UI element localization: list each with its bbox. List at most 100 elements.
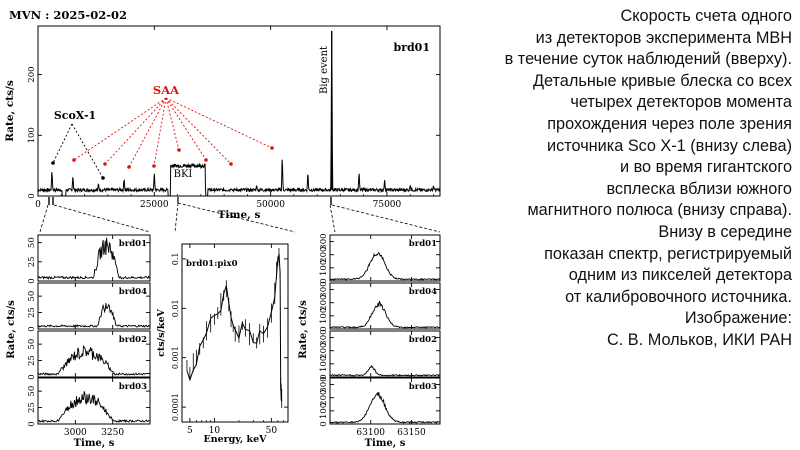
spectrum-y-label: cts/s/keV — [156, 308, 167, 356]
sco-detector-label: brd04 — [119, 287, 147, 297]
bigevent-detector-label: brd03 — [409, 382, 437, 392]
zoom-connector — [53, 204, 151, 233]
sco-y-tick-label: 0 — [27, 421, 37, 426]
sco-arrow — [71, 123, 104, 179]
sco-y-tick-label: 0 — [27, 374, 37, 379]
daily-y-tick-label: 200 — [27, 66, 37, 82]
caption-line: Внизу в середине — [658, 222, 792, 241]
saa-arrow — [165, 97, 207, 161]
spectrum-x-label: Energy, keV — [203, 434, 267, 445]
zoom-connector — [177, 202, 296, 233]
sco-panel-frame — [37, 234, 151, 282]
bigevent-y-tick-label: 100 — [319, 403, 329, 419]
bigevent-x-tick-label: 63150 — [397, 428, 426, 438]
saa-arrow — [165, 97, 180, 151]
sco-y-tick-label: 25 — [27, 402, 37, 413]
sco-y-tick-label: 25 — [27, 307, 37, 318]
zoom-connector — [329, 204, 336, 233]
daily-frame — [37, 25, 441, 197]
zoom-connector — [174, 202, 179, 233]
daily-x-tick-label: 25000 — [140, 200, 169, 210]
caption-line: четырех детекторов момента — [570, 93, 792, 112]
caption-line: от калибровочного источника. — [565, 287, 792, 306]
spectrum-y-tick-label: 0.01 — [171, 299, 180, 317]
bigevent-y-tick-label: 200 — [319, 247, 329, 263]
caption-line: Скорость счета одного — [620, 7, 792, 25]
saa-arrowhead — [127, 165, 131, 169]
bigevent-panel-frame — [329, 330, 441, 378]
bigevent-y-tick-label: 100 — [319, 356, 329, 372]
spectrum-frame — [181, 243, 289, 423]
sco-curve — [37, 391, 151, 424]
sco-y-tick-label: 50 — [27, 386, 37, 397]
bigevent-curve — [329, 391, 441, 424]
bigevent-y-tick-label: 200 — [319, 343, 329, 359]
bigevent-panel-frame — [329, 282, 441, 330]
bigevent-x-label: Time, s — [365, 438, 406, 449]
spectrum-y-tick-label: 0.001 — [171, 346, 180, 369]
caption-block: Скорость счета одного из детекторов эксп… — [440, 6, 792, 352]
bigevent-detector-label: brd04 — [409, 287, 437, 297]
saa-arrowhead — [229, 162, 233, 166]
caption-line: из детекторов эксперимента МВН — [535, 28, 792, 47]
daily-x-tick-label: 50000 — [256, 200, 285, 210]
saa-arrowhead — [177, 148, 181, 152]
caption-line: источника Sco X-1 (внизу слева) — [546, 136, 792, 155]
spectrum-y-tick-label: 0.0001 — [171, 393, 180, 421]
sco-arrowhead — [51, 161, 55, 165]
daily-y-tick-label: 0 — [27, 193, 37, 198]
bki-label: BKI — [174, 169, 193, 180]
caption-line: показан спектр, регистрируемый — [544, 244, 792, 263]
saa-arrow — [165, 97, 232, 165]
bigevent-y-tick-label: 0 — [319, 374, 329, 379]
saa-arrow — [73, 97, 167, 161]
sco-curve — [37, 237, 151, 280]
sco-arrowhead — [101, 176, 105, 180]
zoom-connector — [39, 204, 49, 233]
sco-detector-label: brd01 — [119, 239, 147, 249]
bigevent-curve — [329, 251, 441, 281]
bigevent-curve — [330, 364, 441, 377]
caption-line: одним из пикселей детектора — [568, 266, 792, 285]
daily-detector-label: brd01 — [394, 41, 431, 54]
saa-arrow — [165, 97, 273, 149]
big-event-label: Big event — [319, 46, 330, 94]
sco-detector-label: brd02 — [119, 335, 147, 345]
saa-arrowhead — [103, 162, 107, 166]
bigevent-x-tick-label: 63100 — [356, 428, 385, 438]
sco-detector-label: brd03 — [119, 382, 147, 392]
spectrum-detector-label: brd01:pix0 — [186, 259, 238, 269]
sco-panel-frame — [37, 330, 151, 378]
caption-line: всплеска вблизи южного — [606, 179, 792, 198]
spectrum-x-tick-label: 5 — [187, 426, 193, 436]
bigevent-y-label: Rate, cts/s — [298, 300, 309, 359]
bigevent-y-tick-label: 200 — [319, 390, 329, 406]
caption-line: прохождения через поле зрения — [547, 114, 792, 133]
spectrum-y-tick-label: 0.1 — [171, 253, 180, 266]
daily-y-tick-label: 100 — [27, 127, 37, 143]
sco-x-tick-label: 3000 — [64, 428, 87, 438]
saa-arrow — [104, 97, 167, 165]
saa-arrowhead — [72, 158, 76, 162]
bigevent-panel-frame — [329, 377, 441, 425]
bigevent-y-tick-label: 0 — [319, 278, 329, 283]
bigevent-curve — [330, 300, 441, 329]
sco-x-tick-label: 3250 — [101, 428, 124, 438]
bigevent-detector-label: brd02 — [409, 335, 437, 345]
daily-x-tick-label: 75000 — [373, 200, 402, 210]
bigevent-y-tick-label: 100 — [319, 260, 329, 276]
sco-panel-frame — [37, 377, 151, 425]
caption-line: Детальные кривые блеска со всех — [532, 71, 792, 90]
bigevent-y-tick-label: 100 — [319, 308, 329, 324]
bigevent-y-tick-label: 0 — [319, 326, 329, 331]
bigevent-panel-frame — [329, 234, 441, 282]
bigevent-detector-label: brd01 — [409, 239, 437, 249]
saa-arrowhead — [204, 158, 208, 162]
daily-x-label: Time, s — [218, 209, 261, 221]
bigevent-y-tick-label: 300 — [319, 376, 329, 392]
zoom-connector — [331, 204, 441, 233]
sco-y-tick-label: 0 — [27, 326, 37, 331]
sco-curve — [37, 303, 151, 328]
